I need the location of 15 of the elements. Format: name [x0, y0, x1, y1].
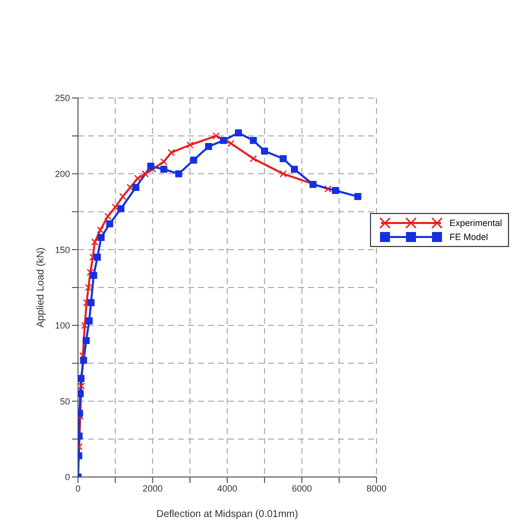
y-axis-title: Applied Load (kN): [36, 247, 47, 328]
legend-label: Experimental: [449, 218, 502, 228]
y-tick-label: 0: [64, 472, 70, 482]
legend-label: FE Model: [449, 232, 488, 242]
x-tick-label: 8000: [366, 483, 386, 494]
y-tick-label: 150: [54, 244, 70, 255]
y-tick-label: 100: [54, 320, 70, 331]
y-tick-label: 50: [60, 396, 70, 406]
x-tick-label: 0: [75, 483, 81, 494]
x-axis-title: Deflection at Midspan (0.01mm): [156, 509, 298, 520]
x-tick-label: 2000: [142, 483, 163, 494]
y-tick-label: 250: [54, 93, 70, 104]
y-tick-label: 200: [54, 168, 70, 179]
x-tick-label: 6000: [292, 483, 312, 494]
x-tick-label: 4000: [217, 483, 238, 494]
